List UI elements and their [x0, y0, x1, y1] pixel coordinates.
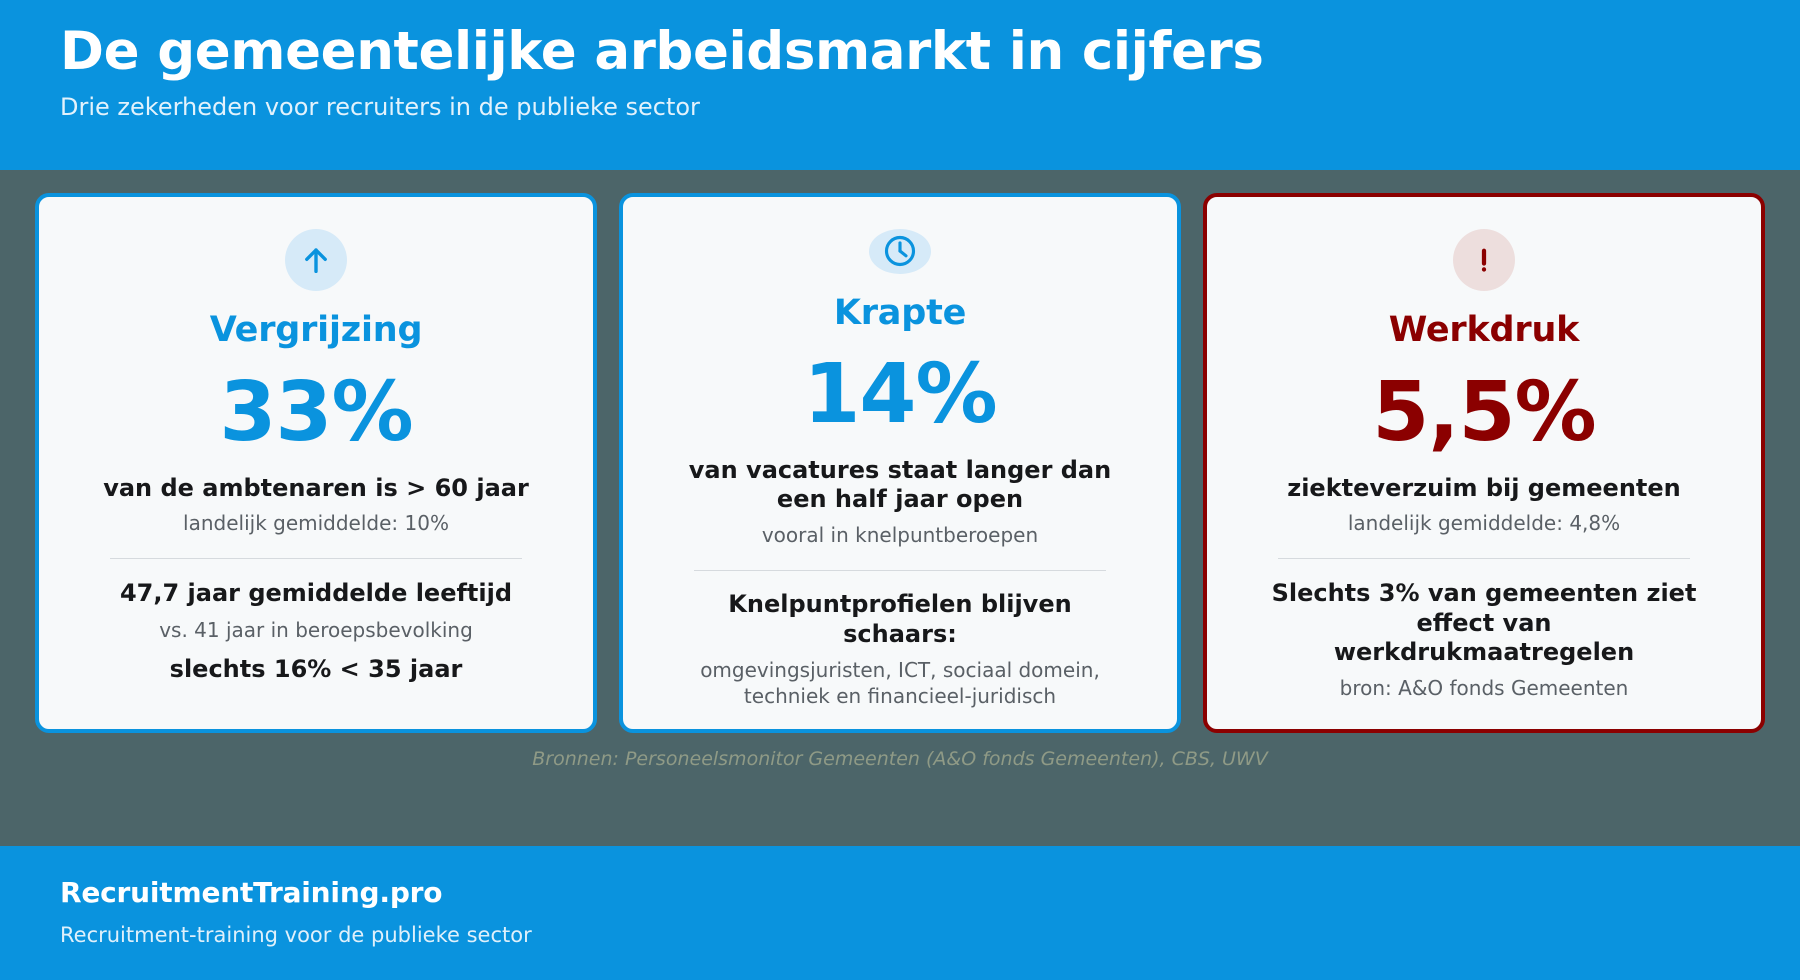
secondary-sub-krapte: omgevingsjuristen, ICT, sociaal domein, … — [700, 658, 1100, 708]
page-subtitle: Drie zekerheden voor recruiters in de pu… — [60, 93, 700, 122]
card-divider — [694, 569, 1106, 571]
secondary-extra-vergrijzing: slechts 16% < 35 jaar — [169, 654, 463, 683]
big-stat-werkdruk: 5,5% — [1372, 364, 1596, 460]
arrow-up-icon — [285, 229, 347, 291]
footer-banner: RecruitmentTraining.pro Recruitment-trai… — [0, 846, 1800, 980]
stat-card-vergrijzing: Vergrijzing 33% van de ambtenaren is > 6… — [35, 193, 597, 733]
card-title-krapte: Krapte — [833, 292, 967, 333]
page-title: De gemeentelijke arbeidsmarkt in cijfers — [60, 21, 1264, 82]
stat-cards-row: Vergrijzing 33% van de ambtenaren is > 6… — [0, 170, 1800, 733]
secondary-head-krapte: Knelpuntprofielen blijven schaars: — [728, 590, 1072, 648]
clock-icon — [869, 229, 931, 274]
big-stat-vergrijzing: 33% — [219, 364, 413, 460]
card-divider — [110, 558, 522, 560]
exclamation-icon — [1453, 229, 1515, 291]
stat-sub-werkdruk: landelijk gemiddelde: 4,8% — [1347, 511, 1621, 536]
card-divider — [1278, 558, 1690, 560]
stat-label-vergrijzing: van de ambtenaren is > 60 jaar — [103, 473, 529, 502]
secondary-head-werkdruk: Slechts 3% van gemeenten ziet effect van… — [1271, 579, 1697, 666]
main-content: Vergrijzing 33% van de ambtenaren is > 6… — [0, 170, 1800, 846]
big-stat-krapte: 14% — [803, 347, 997, 443]
footer-brand: RecruitmentTraining.pro — [60, 876, 443, 909]
stat-label-krapte: van vacatures staat langer dan een half … — [688, 456, 1112, 513]
stat-label-werkdruk: ziekteverzuim bij gemeenten — [1287, 473, 1681, 502]
sources-note: Bronnen: Personeelsmonitor Gemeenten (A&… — [532, 748, 1268, 770]
secondary-sub-vergrijzing: vs. 41 jaar in beroepsbevolking — [159, 617, 473, 642]
stat-sub-krapte: vooral in knelpuntberoepen — [761, 522, 1039, 547]
header-banner: De gemeentelijke arbeidsmarkt in cijfers… — [0, 0, 1800, 170]
stat-card-krapte: Krapte 14% van vacatures staat langer da… — [619, 193, 1181, 733]
card-title-vergrijzing: Vergrijzing — [209, 310, 423, 350]
footer-tagline: Recruitment-training voor de publieke se… — [60, 922, 532, 947]
stat-sub-vergrijzing: landelijk gemiddelde: 10% — [183, 511, 449, 536]
secondary-head-vergrijzing: 47,7 jaar gemiddelde leeftijd — [119, 579, 513, 608]
secondary-sub-werkdruk: bron: A&O fonds Gemeenten — [1339, 676, 1629, 701]
card-title-werkdruk: Werkdruk — [1388, 310, 1580, 350]
stat-card-werkdruk: Werkdruk 5,5% ziekteverzuim bij gemeente… — [1203, 193, 1765, 733]
